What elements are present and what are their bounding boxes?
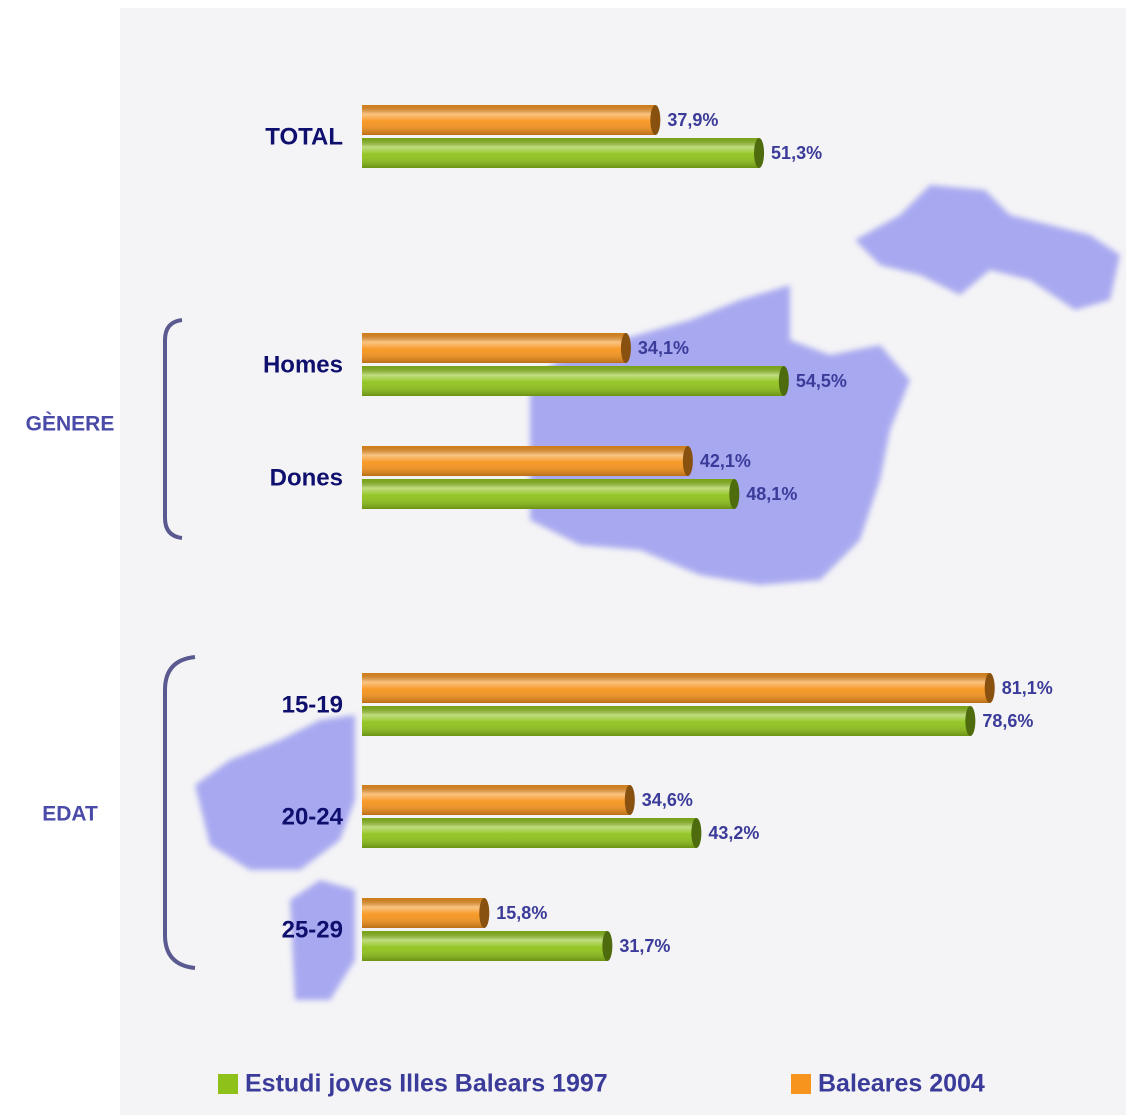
bar-cap [479,898,490,928]
category-label: 25-29 [282,916,343,943]
value-label: 34,1% [638,338,689,358]
value-label: 51,3% [771,143,822,163]
bar-shine [362,105,656,135]
bar-cap [778,366,789,396]
bar-shine [362,931,608,961]
category-label: Homes [263,351,343,378]
bar-cap [729,479,740,509]
bar-cap [602,931,613,961]
bar-cap [754,138,765,168]
bar-shine [362,785,630,815]
value-label: 48,1% [746,484,797,504]
bar-shine [362,818,697,848]
legend-label: Baleares 2004 [818,1070,985,1098]
bar-cap [984,673,995,703]
legend-swatch [218,1074,238,1094]
group-label: EDAT [42,803,98,826]
bar-cap [682,446,693,476]
value-label: 78,6% [982,711,1033,731]
group-bracket [163,655,196,970]
group-label: GÈNERE [26,413,115,436]
bar-cap [624,785,635,815]
bar-shine [362,333,626,363]
legend-swatch [791,1074,811,1094]
bar-shine [362,898,485,928]
bar-cap [691,818,702,848]
bar-cap [965,706,976,736]
value-label: 54,5% [796,371,847,391]
bar-shine [362,706,971,736]
bar-shine [362,479,735,509]
value-label: 81,1% [1002,678,1053,698]
bar-cap [620,333,631,363]
category-label: 15-19 [282,691,343,718]
value-label: 37,9% [667,110,718,130]
bar-shine [362,673,990,703]
value-label: 31,7% [619,936,670,956]
category-label: 20-24 [282,803,344,830]
bar-shine [362,366,784,396]
value-label: 15,8% [496,903,547,923]
category-label: TOTAL [265,123,343,150]
value-label: 42,1% [700,451,751,471]
value-label: 43,2% [708,823,759,843]
bar-shine [362,138,760,168]
group-bracket [163,318,183,540]
category-label: Dones [270,464,343,491]
bar-cap [650,105,661,135]
legend-label: Estudi joves Illes Balears 1997 [245,1070,608,1098]
value-label: 34,6% [642,790,693,810]
bar-shine [362,446,688,476]
